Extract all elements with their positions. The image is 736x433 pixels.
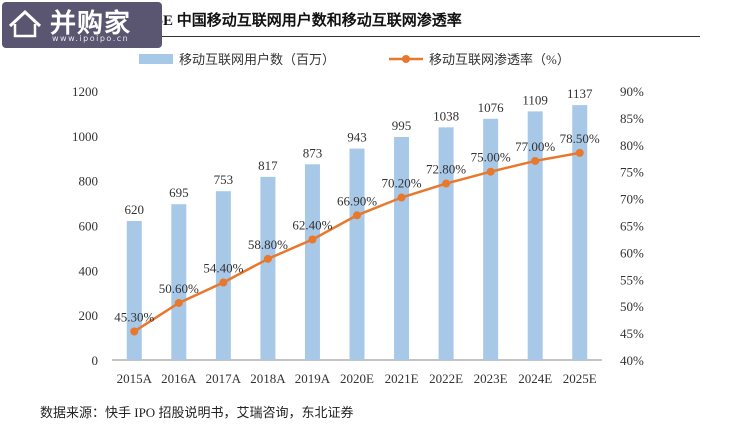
y-left-tick-label: 1200 bbox=[72, 84, 98, 99]
y-right-tick-label: 90% bbox=[620, 84, 644, 99]
bar-user-count bbox=[394, 136, 410, 360]
bar-user-count bbox=[171, 204, 187, 360]
x-tick-label: 2021E bbox=[385, 371, 419, 386]
line-value-label: 45.30% bbox=[114, 309, 154, 324]
y-right-tick-label: 40% bbox=[620, 353, 644, 368]
line-marker bbox=[130, 327, 139, 336]
bar-value-label: 1076 bbox=[478, 100, 505, 115]
y-left-tick-label: 800 bbox=[79, 174, 99, 189]
bar-value-label: 873 bbox=[303, 145, 323, 160]
bar-user-count bbox=[126, 221, 142, 360]
line-marker bbox=[531, 156, 540, 165]
x-tick-label: 2018A bbox=[250, 371, 286, 386]
y-left-tick-label: 600 bbox=[79, 219, 99, 234]
line-marker bbox=[442, 179, 451, 188]
x-tick-label: 2019A bbox=[295, 371, 331, 386]
x-tick-label: 2024E bbox=[518, 371, 552, 386]
y-left-tick-label: 400 bbox=[79, 263, 99, 278]
data-source-note: 数据来源：快手 IPO 招股说明书，艾瑞咨询，东北证券 bbox=[40, 405, 354, 420]
bar-value-label: 753 bbox=[214, 172, 234, 187]
y-right-tick-label: 65% bbox=[620, 219, 644, 234]
line-value-label: 66.90% bbox=[337, 193, 377, 208]
watermark-logo: 并购家 www.ipoipo.cn bbox=[2, 2, 162, 48]
y-right-tick-label: 50% bbox=[620, 299, 644, 314]
line-value-label: 62.40% bbox=[292, 217, 332, 232]
legend-line-label: 移动互联网渗透率（%） bbox=[429, 52, 570, 67]
chart-title: 25E 中国移动互联网用户数和移动互联网渗透率 bbox=[148, 13, 462, 29]
line-marker bbox=[308, 235, 317, 244]
line-marker bbox=[575, 148, 584, 157]
legend-bar-label: 移动互联网用户数（百万） bbox=[179, 52, 335, 67]
bar-user-count bbox=[215, 191, 231, 360]
line-value-label: 78.50% bbox=[560, 131, 600, 146]
line-value-label: 72.80% bbox=[426, 162, 466, 177]
bar-user-count bbox=[304, 164, 320, 360]
x-tick-label: 2022E bbox=[429, 371, 463, 386]
line-marker bbox=[219, 278, 228, 287]
line-marker bbox=[397, 193, 406, 202]
x-tick-label: 2016A bbox=[161, 371, 197, 386]
y-left-tick-label: 1000 bbox=[72, 129, 98, 144]
bar-user-count bbox=[260, 176, 276, 360]
y-right-tick-label: 85% bbox=[620, 111, 644, 126]
y-right-tick-label: 45% bbox=[620, 326, 644, 341]
logo-name: 并购家 bbox=[50, 9, 132, 39]
line-value-label: 50.60% bbox=[159, 281, 199, 296]
x-tick-label: 2017A bbox=[206, 371, 242, 386]
title-underline bbox=[40, 36, 700, 37]
y-right-tick-label: 60% bbox=[620, 245, 644, 260]
bar-user-count bbox=[483, 118, 499, 361]
bar-value-label: 1038 bbox=[433, 108, 459, 123]
line-value-label: 70.20% bbox=[381, 176, 421, 191]
house-icon bbox=[8, 9, 42, 38]
bar-value-label: 995 bbox=[392, 118, 412, 133]
line-value-label: 58.80% bbox=[248, 237, 288, 252]
legend-bar-swatch bbox=[139, 54, 173, 64]
logo-url: www.ipoipo.cn bbox=[52, 34, 130, 43]
bar-value-label: 817 bbox=[258, 158, 278, 173]
bar-user-count bbox=[527, 111, 543, 360]
y-left-tick-label: 0 bbox=[92, 353, 99, 368]
line-marker bbox=[353, 211, 361, 220]
bar-user-count bbox=[349, 148, 365, 360]
bar-user-count bbox=[572, 105, 588, 360]
x-tick-label: 2023E bbox=[474, 371, 508, 386]
line-value-label: 54.40% bbox=[203, 261, 243, 276]
x-tick-label: 2025E bbox=[563, 371, 597, 386]
legend-line-marker bbox=[402, 55, 410, 63]
y-left-tick-label: 200 bbox=[79, 308, 99, 323]
line-value-label: 75.00% bbox=[471, 150, 511, 165]
line-value-label: 77.00% bbox=[515, 139, 555, 154]
y-right-tick-label: 70% bbox=[620, 192, 644, 207]
x-tick-label: 2015A bbox=[117, 371, 153, 386]
bar-value-label: 620 bbox=[125, 202, 145, 217]
line-marker bbox=[174, 298, 183, 307]
y-right-tick-label: 75% bbox=[620, 165, 644, 180]
bar-value-label: 1109 bbox=[522, 92, 548, 107]
line-marker bbox=[486, 167, 495, 176]
y-right-tick-label: 80% bbox=[620, 138, 644, 153]
y-right-tick-label: 55% bbox=[620, 272, 644, 287]
line-marker bbox=[263, 254, 272, 263]
bar-value-label: 695 bbox=[169, 185, 189, 200]
bar-value-label: 1137 bbox=[567, 86, 593, 101]
bar-value-label: 943 bbox=[347, 130, 367, 145]
x-tick-label: 2020E bbox=[340, 371, 374, 386]
